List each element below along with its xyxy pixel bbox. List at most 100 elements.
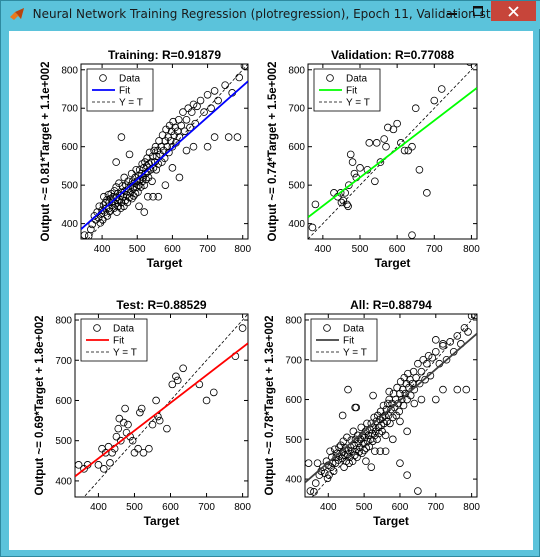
data-point [403,471,411,479]
data-point [141,158,149,166]
data-point [431,395,440,404]
plot-2: 400 500 600 700 800 400 500 600 700 800 Test: R=0.… [34,298,251,528]
data-point [397,395,406,404]
y-tick-label: 700 [285,355,302,366]
data-point [168,380,177,389]
data-point [166,137,175,145]
y-tick-label: 700 [288,104,305,115]
data-point [129,192,138,200]
data-point [221,81,229,89]
data-point [152,396,160,405]
data-point [327,463,335,471]
data-point [311,200,320,209]
data-point [343,200,351,209]
x-tick-label: 500 [126,502,143,513]
data-point [410,385,419,394]
data-point [113,208,121,216]
data-point [411,104,420,113]
data-point [350,441,358,450]
data-point [446,338,454,346]
data-point [356,164,364,172]
data-point [381,431,390,440]
data-point [214,96,222,105]
data-point [163,142,171,151]
minimize-icon [446,13,457,15]
data-point [203,142,212,151]
plot-0: 400 500 600 700 800 400 500 600 700 800 Training: … [40,48,252,270]
legend-entry: Fit [113,336,124,347]
data-point [154,192,163,201]
data-point [187,108,196,116]
legend-entry: Fit [343,336,354,347]
data-point [147,158,156,166]
data-point [108,448,116,457]
data-point [442,355,451,364]
x-tick-label: 400 [315,244,332,255]
legend-entry: Y = T [343,348,367,359]
close-button[interactable] [491,1,536,21]
data-point [414,487,422,495]
data-point [148,152,157,161]
data-point [367,463,376,471]
data-point [325,471,333,479]
x-axis-label: Target [144,514,180,528]
data-point [132,183,141,191]
data-point [121,187,129,195]
y-tick-label: 800 [61,65,78,76]
fit-line [308,87,477,219]
data-point [345,459,353,467]
x-tick-label: 600 [162,502,179,513]
data-point [186,123,194,132]
title-bar[interactable]: Neural Network Training Regression (plot… [1,1,540,29]
legend-entry: Data [119,74,141,85]
y-axis-label: Output ~= 0.81*Target + 1.1e+002 [40,61,52,241]
y-tick-label: 800 [285,315,302,326]
data-point [437,85,446,93]
data-point [334,456,343,464]
data-point [351,403,359,412]
data-point [344,385,352,394]
data-point [365,139,374,147]
data-point [115,414,124,423]
y-tick-label: 700 [55,356,72,367]
y-tick-label: 400 [285,475,302,486]
data-point [106,459,114,467]
data-point [311,479,320,487]
legend-marker-data [323,324,331,332]
data-point [313,459,322,467]
data-point [371,177,379,186]
data-point [152,152,161,161]
data-point [417,367,426,376]
data-point [400,146,409,155]
data-point [152,165,161,174]
x-tick-label: 700 [199,244,216,255]
data-point [200,108,208,116]
data-point [235,73,244,82]
data-point [388,435,397,444]
data-point [363,419,371,428]
data-point [464,328,472,336]
data-point [415,379,424,388]
data-point [412,373,420,382]
data-point [210,87,219,95]
fit-line [81,80,248,230]
data-point [112,432,121,441]
maximize-button[interactable] [465,1,491,21]
data-point [431,336,440,344]
data-point [168,164,177,172]
data-point [209,388,218,397]
minimize-button[interactable] [438,1,465,21]
y-tick-label: 800 [55,316,72,327]
data-point [330,445,339,454]
data-point [207,104,215,113]
data-point [319,463,327,471]
y-tick-label: 600 [61,142,78,153]
data-point [233,133,242,141]
data-point [428,353,437,362]
x-axis-label: Target [147,256,183,270]
maximize-icon [473,6,483,16]
data-point [381,447,390,456]
data-point [351,435,360,444]
